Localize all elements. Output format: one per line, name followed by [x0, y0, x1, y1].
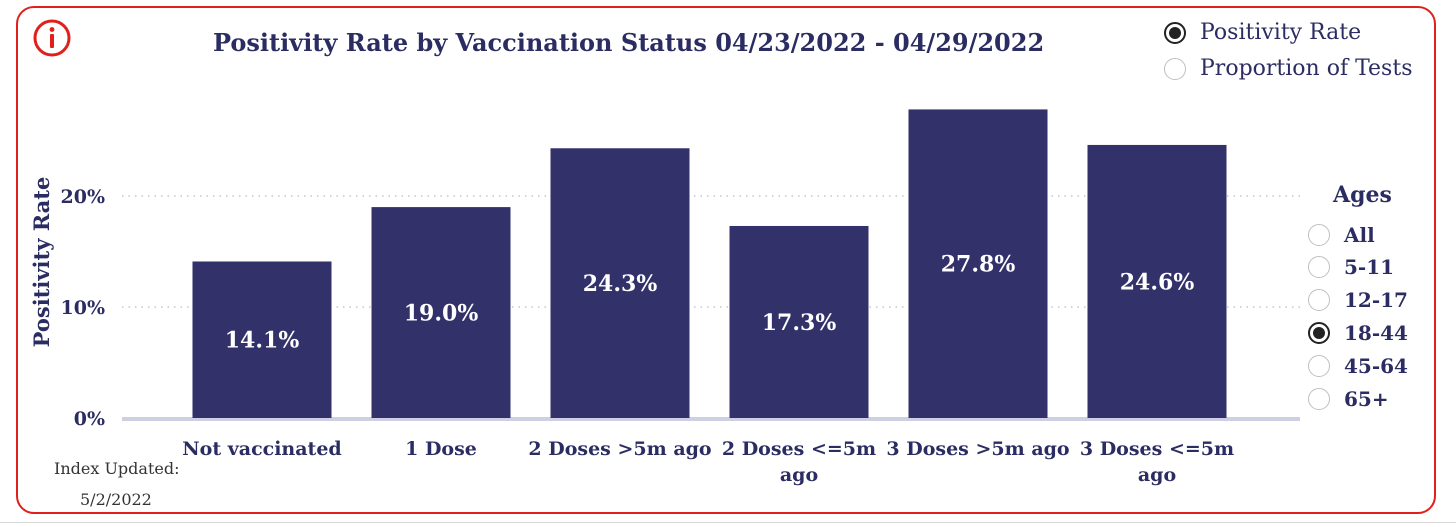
- age-option-label: 5-11: [1344, 255, 1395, 279]
- age-option-label: 65+: [1344, 387, 1389, 411]
- toggle-label: Positivity Rate: [1200, 20, 1362, 45]
- radio-unselected-icon[interactable]: [1164, 57, 1186, 80]
- x-tick-label: 2 Doses >5m ago: [528, 438, 711, 460]
- age-option-45-64[interactable]: 45-64: [1308, 354, 1408, 378]
- index-updated-date: 5/2/2022: [80, 490, 152, 509]
- bar: [550, 148, 690, 418]
- radio-unselected-icon[interactable]: [1308, 256, 1330, 278]
- radio-unselected-icon[interactable]: [1308, 289, 1330, 311]
- bar: [192, 261, 332, 418]
- index-updated-label: Index Updated:: [54, 459, 180, 478]
- bar: [729, 225, 869, 418]
- radio-unselected-icon[interactable]: [1308, 355, 1330, 377]
- data-label: 24.6%: [1120, 269, 1195, 295]
- toggle-positivity-rate[interactable]: Positivity Rate: [1164, 20, 1361, 45]
- data-label: 24.3%: [583, 271, 658, 297]
- x-tick-label: 1 Dose: [405, 438, 477, 460]
- chart-frame: [16, 6, 1436, 514]
- x-axis-baseline: [122, 417, 1300, 421]
- radio-unselected-icon[interactable]: [1308, 224, 1330, 246]
- bar: [1087, 144, 1227, 418]
- age-option-5-11[interactable]: 5-11: [1308, 255, 1394, 279]
- age-option-12-17[interactable]: 12-17: [1308, 288, 1408, 312]
- ages-title: Ages: [1333, 182, 1392, 208]
- radio-unselected-icon[interactable]: [1308, 388, 1330, 410]
- radio-selected-icon[interactable]: [1308, 322, 1330, 344]
- x-tick-label: 2 Doses <=5m ago: [722, 438, 876, 486]
- bar: [371, 207, 511, 418]
- bar: [908, 109, 1048, 419]
- toggle-label: Proportion of Tests: [1200, 56, 1413, 81]
- info-icon[interactable]: [32, 18, 72, 58]
- y-tick-label: 0%: [74, 408, 105, 430]
- age-option-65-plus[interactable]: 65+: [1308, 387, 1389, 411]
- age-option-label: 45-64: [1344, 354, 1408, 378]
- data-label: 17.3%: [762, 310, 837, 336]
- chart-title: Positivity Rate by Vaccination Status 04…: [213, 28, 1045, 57]
- age-option-label: 12-17: [1344, 288, 1408, 312]
- page-divider: [0, 522, 1456, 523]
- data-label: 14.1%: [225, 328, 300, 354]
- data-label: 19.0%: [404, 301, 479, 327]
- data-label: 27.8%: [941, 252, 1016, 278]
- age-option-18-44[interactable]: 18-44: [1308, 321, 1408, 345]
- y-tick-label: 20%: [61, 186, 106, 208]
- toggle-proportion-of-tests[interactable]: Proportion of Tests: [1164, 56, 1412, 81]
- radio-selected-icon[interactable]: [1164, 21, 1186, 44]
- x-tick-label: 3 Doses <=5m ago: [1080, 438, 1234, 486]
- y-axis-title: Positivity Rate: [29, 177, 54, 348]
- y-tick-label: 10%: [61, 297, 106, 319]
- age-option-all[interactable]: All: [1308, 223, 1375, 247]
- x-tick-label: Not vaccinated: [182, 438, 341, 460]
- age-option-label: 18-44: [1344, 321, 1408, 345]
- age-option-label: All: [1344, 223, 1375, 247]
- x-tick-label: 3 Doses >5m ago: [886, 438, 1069, 460]
